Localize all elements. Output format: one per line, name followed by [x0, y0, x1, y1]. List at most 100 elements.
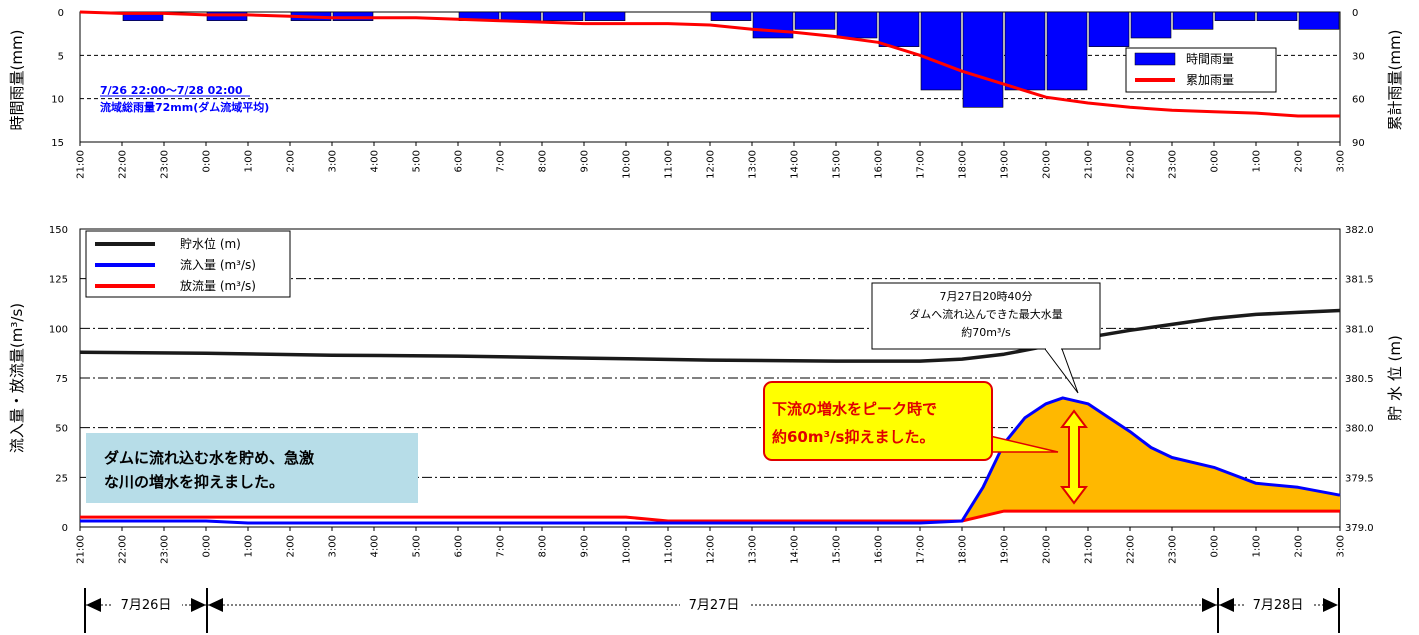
rainfall-y-tick-label: 5 [58, 51, 64, 62]
reduction-highlight-pointer [989, 435, 1059, 453]
rainfall-legend-bar-label: 時間雨量 [1186, 52, 1234, 66]
level-y2-tick-label: 381.0 [1345, 324, 1374, 335]
cumulative-y2-tick-label: 30 [1352, 51, 1365, 62]
flow-x-tick-label: 17:00 [916, 535, 927, 564]
rainfall-period-text: 7/26 22:00～7/28 02:00 [100, 84, 243, 97]
flow-x-tick-label: 20:00 [1042, 535, 1053, 564]
day1-arrow-left [86, 598, 101, 612]
flow-x-tick-label: 13:00 [748, 535, 759, 564]
legend-level-label: 貯水位 (m) [180, 236, 241, 251]
flow-y-tick-label: 150 [49, 225, 68, 236]
day2-arrow-right [1202, 598, 1217, 612]
rainfall-x-tick-label: 13:00 [748, 150, 759, 179]
rainfall-x-tick-label: 20:00 [1042, 150, 1053, 179]
reduction-highlight-box [763, 381, 993, 461]
level-y2-tick-label: 380.5 [1345, 374, 1374, 385]
rainfall-x-tick-label: 1:00 [244, 150, 255, 172]
reduction-highlight-line-1: 下流の増水をピーク時で [772, 400, 937, 418]
rainfall-bar [542, 11, 584, 21]
rainfall-y2-ticks: 0 30 60 90 [1352, 8, 1365, 149]
rainfall-x-tick-label: 5:00 [412, 150, 423, 172]
level-y2-tick-label: 380.0 [1345, 424, 1374, 435]
flow-y-tick-label: 50 [55, 424, 68, 435]
day3-arrow-right [1323, 598, 1338, 612]
note-box-bg [86, 433, 418, 503]
rainfall-x-tick-label: 16:00 [874, 150, 885, 179]
flow-x-tick-label: 22:00 [118, 535, 129, 564]
flow-lines [79, 308, 1341, 525]
rainfall-bar [1004, 11, 1046, 91]
rainfall-x-tick-label: 23:00 [160, 150, 171, 179]
flow-x-tick-label: 18:00 [958, 535, 969, 564]
flow-x-tick-label: 23:00 [160, 535, 171, 564]
rainfall-legend-bar-swatch [1134, 52, 1176, 66]
flow-x-tick-label: 14:00 [790, 535, 801, 564]
rainfall-x-tick-label: 3:00 [1336, 150, 1347, 172]
rainfall-bar [1172, 11, 1214, 30]
flow-x-tick-label: 22:00 [1126, 535, 1137, 564]
peak-callout-line-3: 約70m³/s [961, 325, 1011, 339]
flow-x-tick-label: 6:00 [454, 535, 465, 557]
rainfall-bars [122, 11, 1340, 108]
rainfall-x-tick-label: 6:00 [454, 150, 465, 172]
storage-fill-area [957, 397, 1340, 521]
rainfall-bar [836, 11, 878, 39]
rainfall-x-tick-label: 22:00 [1126, 150, 1137, 179]
cumulative-y2-tick-label: 0 [1352, 8, 1358, 19]
rainfall-y-axis-title: 時間雨量(mm) [8, 30, 26, 131]
flow-x-tick-label: 4:00 [370, 535, 381, 557]
rainfall-y-tick-label: 15 [51, 138, 64, 149]
level-y2-tick-label: 379.0 [1345, 523, 1374, 534]
rainfall-x-tick-label: 2:00 [286, 150, 297, 172]
cumulative-y2-tick-label: 60 [1352, 95, 1365, 106]
rainfall-x-tick-label: 4:00 [370, 150, 381, 172]
flow-x-tick-label: 3:00 [1336, 535, 1347, 557]
flow-y-tick-label: 25 [55, 473, 68, 484]
rainfall-x-tick-label: 2:00 [1294, 150, 1305, 172]
rainfall-chart: 0 5 10 15 0 30 60 90 21:00 22:00 23:00 0:00 1:00 2:… [8, 8, 1404, 179]
peak-callout-line-1: 7月27日20時40分 [940, 290, 1033, 303]
rainfall-x-tick-label: 17:00 [916, 150, 927, 179]
rainfall-y-ticks: 0 5 10 15 [51, 8, 64, 149]
reduction-highlight-line-2: 約60m³/s抑えました。 [772, 428, 934, 446]
peak-callout-pointer [1044, 348, 1079, 394]
rainfall-bar [1298, 11, 1340, 30]
rainfall-x-tick-label: 12:00 [706, 150, 717, 179]
flow-x-tick-label: 5:00 [412, 535, 423, 557]
flow-y-tick-label: 75 [55, 374, 68, 385]
note-line-2: な川の増水を抑えました。 [104, 473, 284, 491]
rainfall-bar [584, 11, 626, 21]
rainfall-x-ticks: 21:00 22:00 23:00 0:00 1:00 2:00 3:00 4:00 5:00 6… [76, 142, 1347, 179]
rainfall-y-tick-label: 0 [58, 8, 64, 19]
flow-y-tick-label: 100 [49, 324, 68, 335]
date-range-bar: 7月26日 7月27日 7月28日 [84, 588, 1340, 633]
day3-arrow-left [1219, 598, 1234, 612]
flow-x-tick-label: 15:00 [832, 535, 843, 564]
level-y2-tick-label: 379.5 [1345, 473, 1374, 484]
rainfall-x-tick-label: 21:00 [1084, 150, 1095, 179]
flow-x-tick-label: 12:00 [706, 535, 717, 564]
legend-outflow-label: 放流量 (m³/s) [180, 278, 256, 293]
flow-x-tick-label: 1:00 [1252, 535, 1263, 557]
rainfall-x-tick-label: 0:00 [1210, 150, 1221, 172]
rainfall-x-tick-label: 14:00 [790, 150, 801, 179]
rainfall-bar [878, 11, 920, 47]
flow-chart: 0 25 50 75 100 125 150 379.0 379.5 380.0 380.5 381… [8, 225, 1404, 564]
rainfall-bar [1088, 11, 1130, 47]
reduction-arrow [1060, 409, 1088, 505]
flow-x-tick-label: 16:00 [874, 535, 885, 564]
rainfall-x-tick-label: 9:00 [580, 150, 591, 172]
flow-x-tick-label: 11:00 [664, 535, 675, 564]
rainfall-x-tick-label: 3:00 [328, 150, 339, 172]
rainfall-x-tick-label: 15:00 [832, 150, 843, 179]
day1-label-bg [112, 594, 182, 614]
rainfall-bar [1130, 11, 1172, 39]
flow-x-tick-label: 10:00 [622, 535, 633, 564]
rainfall-x-tick-label: 19:00 [1000, 150, 1011, 179]
rainfall-x-tick-label: 8:00 [538, 150, 549, 172]
flow-legend: 貯水位 (m) 流入量 (m³/s) 放流量 (m³/s) [85, 230, 291, 298]
note-line-1: ダムに流れ込む水を貯め、急激 [104, 449, 315, 467]
water-level-line [79, 308, 1341, 363]
rainfall-x-tick-label: 0:00 [202, 150, 213, 172]
rainfall-x-tick-label: 7:00 [496, 150, 507, 172]
